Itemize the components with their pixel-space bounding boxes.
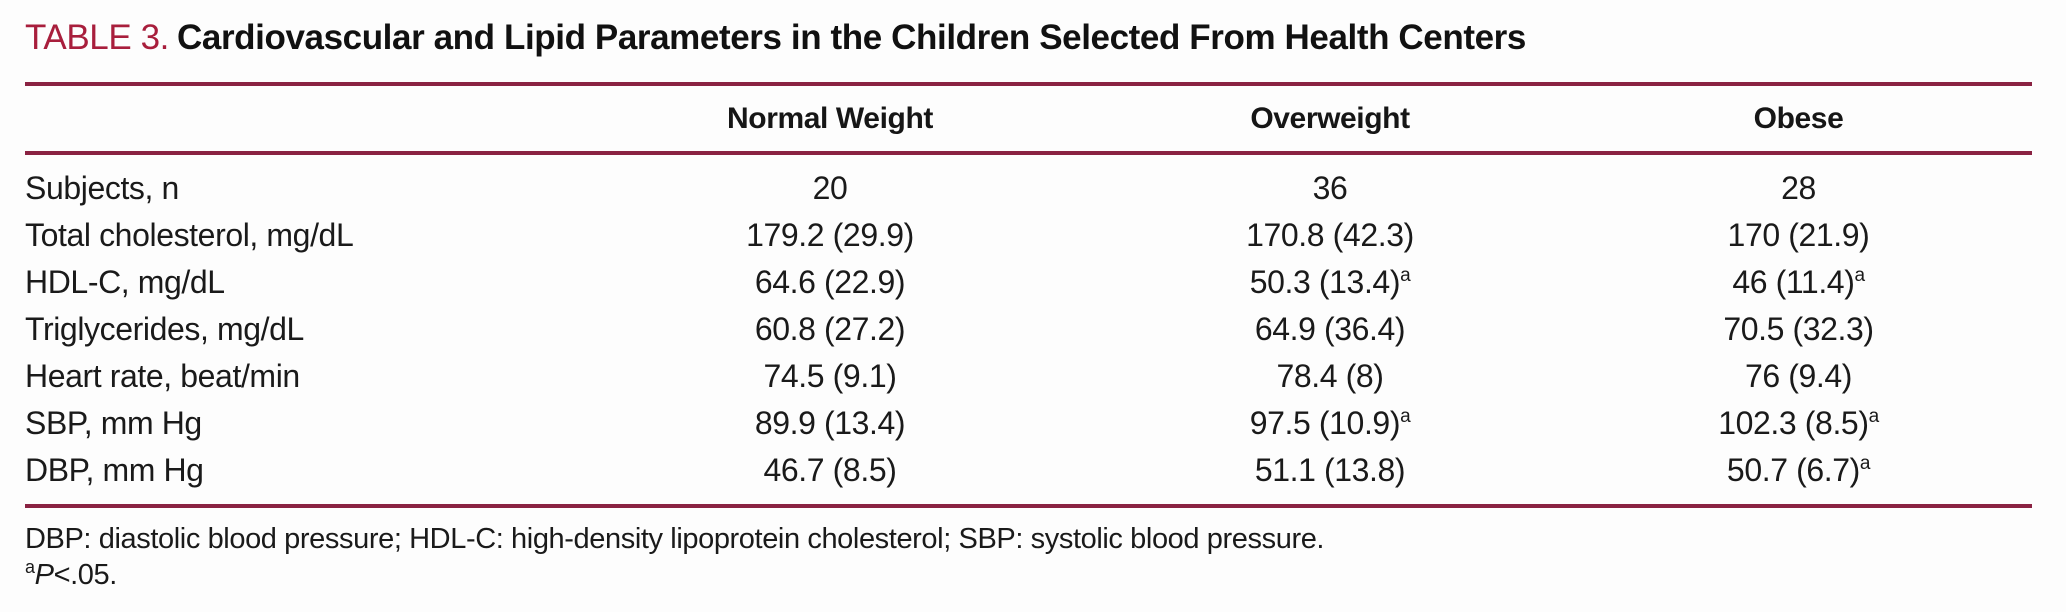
cell-value: 74.5 (9.1): [763, 358, 897, 395]
header-cell-empty: [25, 84, 565, 156]
table-body: Subjects, n 20 36 28 Total cholesterol, mg/d…: [25, 153, 2032, 506]
cell-value: 36: [1312, 170, 1348, 207]
cell-value: 170 (21.9): [1727, 217, 1870, 254]
cell-value: 20: [812, 170, 848, 207]
significance-superscript: a: [25, 556, 35, 577]
cell-value: 102.3 (8.5)a: [1718, 405, 1880, 442]
cell-value: 46 (11.4)a: [1732, 264, 1865, 301]
cell-value: 46.7 (8.5): [763, 452, 897, 489]
table-row: DBP, mm Hg 46.7 (8.5) 51.1 (13.8) 50.7 (6.7…: [25, 447, 2032, 506]
cell-value: 170.8 (42.3): [1246, 217, 1414, 254]
cell-value: 78.4 (8): [1276, 358, 1384, 395]
cell-value: 64.6 (22.9): [754, 264, 906, 301]
row-label: Triglycerides, mg/dL: [25, 311, 304, 348]
table-row: HDL-C, mg/dL 64.6 (22.9) 50.3 (13.4)a 46 (1…: [25, 259, 2032, 306]
table-number-label: TABLE 3.: [25, 18, 169, 57]
table-title-text: Cardiovascular and Lipid Parameters in t…: [177, 18, 1526, 57]
row-label: DBP, mm Hg: [25, 452, 204, 489]
significance-marker: a: [1400, 265, 1411, 287]
p-threshold: <.05.: [53, 558, 118, 591]
table-header: Normal Weight Overweight Obese: [25, 84, 2032, 156]
significance-note: aP<.05.: [25, 558, 2032, 593]
table-title: TABLE 3. Cardiovascular and Lipid Paramet…: [25, 18, 2032, 58]
cell-value: 70.5 (32.3): [1723, 311, 1874, 348]
significance-marker: a: [1859, 453, 1871, 475]
table-row: SBP, mm Hg 89.9 (13.4) 97.5 (10.9)a 102.3 (…: [25, 400, 2032, 447]
significance-marker: a: [1400, 406, 1411, 428]
row-label: HDL-C, mg/dL: [25, 264, 225, 301]
cell-value: 64.9 (36.4): [1254, 311, 1406, 348]
table-footnotes: DBP: diastolic blood pressure; HDL-C: hi…: [25, 522, 2032, 593]
cell-value: 97.5 (10.9)a: [1249, 405, 1411, 442]
data-table: Normal Weight Overweight Obese Subjects,…: [25, 82, 2032, 509]
cell-value: 50.7 (6.7)a: [1726, 452, 1871, 489]
header-cell-obese: Obese: [1565, 84, 2032, 156]
p-symbol: P: [34, 558, 54, 591]
header-cell-normal-weight: Normal Weight: [565, 84, 1095, 156]
header-cell-overweight: Overweight: [1095, 84, 1565, 156]
table-row: Triglycerides, mg/dL 60.8 (27.2) 64.9 (36.…: [25, 306, 2032, 353]
cell-value: 50.3 (13.4)a: [1249, 264, 1411, 301]
significance-marker: a: [1854, 265, 1865, 287]
cell-value: 179.2 (29.9): [746, 217, 914, 254]
cell-value: 60.8 (27.2): [754, 311, 906, 348]
row-label: Subjects, n: [25, 170, 179, 207]
table-row: Subjects, n 20 36 28: [25, 153, 2032, 212]
header-row: Normal Weight Overweight Obese: [25, 84, 2032, 156]
cell-value: 89.9 (13.4): [754, 405, 906, 442]
table-row: Heart rate, beat/min 74.5 (9.1) 78.4 (8) 76…: [25, 353, 2032, 400]
significance-marker: a: [1868, 406, 1880, 428]
cell-value: 28: [1781, 170, 1816, 207]
row-label: Total cholesterol, mg/dL: [25, 217, 354, 254]
cell-value: 51.1 (13.8): [1254, 452, 1406, 489]
row-label: Heart rate, beat/min: [25, 358, 300, 395]
cell-value: 76 (9.4): [1744, 358, 1853, 395]
abbreviations-note: DBP: diastolic blood pressure; HDL-C: hi…: [25, 523, 1325, 556]
row-label: SBP, mm Hg: [25, 405, 202, 442]
table-row: Total cholesterol, mg/dL 179.2 (29.9) 170.…: [25, 212, 2032, 259]
